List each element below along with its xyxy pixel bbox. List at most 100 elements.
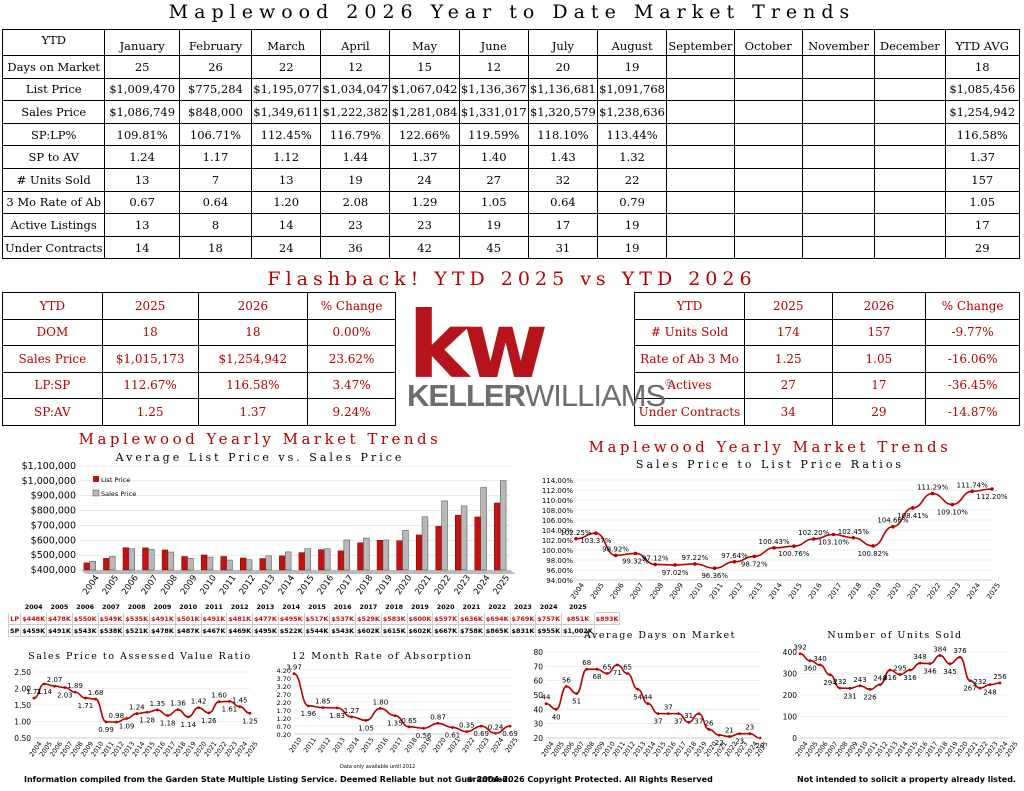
list-price-bar xyxy=(200,554,208,571)
data-point xyxy=(868,688,872,691)
data-point xyxy=(465,730,469,733)
data-label: 0.35 xyxy=(459,722,475,730)
data-label: 97.02% xyxy=(662,569,689,577)
list-price-bar xyxy=(240,557,247,571)
list-price-bar xyxy=(435,526,442,571)
month-value xyxy=(666,167,735,192)
bar-xtick: 2015 xyxy=(296,573,317,596)
data-point xyxy=(321,706,325,709)
line-ytick: 300 xyxy=(783,670,798,679)
bar-xtick: 2010 xyxy=(198,573,219,596)
lpsp-sp-value: $459K xyxy=(20,624,48,637)
series-line xyxy=(33,683,251,723)
month-value xyxy=(801,122,876,147)
data-label: 1.83 xyxy=(329,712,345,720)
lpsp-year: 2019 xyxy=(406,600,434,613)
cmp-header: % Change xyxy=(307,292,396,320)
data-label: 22 xyxy=(715,739,724,747)
line-xtick: 2025 xyxy=(504,736,520,754)
row-label: SP:LP% xyxy=(1,122,106,147)
month-value xyxy=(666,55,735,79)
bar-xtick: 2019 xyxy=(374,573,395,596)
month-value: 118.10% xyxy=(527,122,599,147)
lpsp-lp-label: LP xyxy=(7,612,22,625)
month-value: 42 xyxy=(389,235,460,260)
month-value xyxy=(733,122,803,147)
line-ytick: 0.70 xyxy=(277,723,291,731)
cmp-header: 2026 xyxy=(197,292,309,320)
month-value: 1.37 xyxy=(389,145,460,169)
line-xtick: 2009 xyxy=(668,582,685,601)
data-point xyxy=(910,506,915,510)
lpsp-lp-value: $893K xyxy=(593,612,621,625)
sales-price-bar xyxy=(382,539,390,571)
line-xtick: 2012 xyxy=(316,736,332,754)
data-point xyxy=(811,537,816,541)
data-point xyxy=(772,546,776,550)
row-label: SP to AV xyxy=(1,145,106,169)
sales-price-bar xyxy=(480,487,487,571)
month-value: 22 xyxy=(251,55,322,79)
data-label: 97.12% xyxy=(642,554,669,562)
data-label: 37 xyxy=(664,704,673,712)
data-point xyxy=(84,696,87,700)
month-value xyxy=(733,190,803,215)
yearly-title-right: Maplewood Yearly Market Trends xyxy=(588,438,952,456)
data-point xyxy=(63,686,67,689)
month-value xyxy=(666,122,735,147)
sales-price-bar xyxy=(167,551,175,571)
list-price-bar xyxy=(259,558,266,571)
data-label: 0.98 xyxy=(108,712,124,720)
data-label: 1.24 xyxy=(129,704,145,712)
data-point xyxy=(888,668,892,672)
cmp-value: 1.25 xyxy=(743,345,833,373)
month-header: June xyxy=(458,29,529,56)
line-ytick: 0.20 xyxy=(277,731,291,739)
line-ytick: 100 xyxy=(783,713,798,722)
month-value xyxy=(874,145,946,169)
ytd-avg-value: $1,085,456 xyxy=(944,77,1020,102)
data-point xyxy=(687,720,691,724)
cmp-row: Actives 27 17 -36.45% xyxy=(634,371,1020,399)
month-value: $1,009,470 xyxy=(104,77,180,102)
lpsp-sp-value: $543K xyxy=(329,624,357,637)
lpsp-sp-value: $522K xyxy=(277,624,305,637)
ytd-avg-value: 157 xyxy=(944,167,1020,192)
bar-xtick: 2008 xyxy=(159,573,180,596)
bar-xtick: 2013 xyxy=(257,573,278,596)
month-value: 31 xyxy=(527,235,599,260)
list-price-bar xyxy=(103,558,110,571)
lpsp-sp-value: $602K xyxy=(406,624,434,637)
lpsp-lp-row: LP $448K $478K $550K $549K $535K $491K $501K $49… xyxy=(7,612,621,625)
data-point xyxy=(808,659,812,662)
line-xtick: 2019 xyxy=(866,582,883,601)
line-xtick: 2016 xyxy=(374,736,390,754)
month-value: 113.44% xyxy=(596,122,668,147)
data-point xyxy=(798,652,802,656)
line-ytick: 102.00% xyxy=(542,537,573,545)
list-price-bar xyxy=(474,516,481,571)
data-point xyxy=(585,667,589,671)
data-point xyxy=(838,686,842,690)
data-label: 1.05 xyxy=(358,724,374,732)
bar-xtick: 2020 xyxy=(394,573,415,596)
data-label: 0.24 xyxy=(488,723,504,731)
month-value: $1,320,579 xyxy=(527,100,599,124)
data-point xyxy=(114,720,118,724)
list-price-bar xyxy=(181,556,188,571)
month-header: October xyxy=(733,29,803,56)
month-value: 19 xyxy=(320,167,391,192)
month-value: $1,281,084 xyxy=(389,100,460,124)
cmp-value: 112.67% xyxy=(101,371,199,399)
data-point xyxy=(898,673,902,676)
sales-price-bar xyxy=(206,556,214,571)
data-label: 1.27 xyxy=(344,707,360,715)
monthly-table: YTD January February March April May June July A… xyxy=(1,29,1020,260)
data-label: 1.26 xyxy=(201,717,217,725)
line-xtick: 2025 xyxy=(985,582,1002,601)
data-label: 68 xyxy=(592,673,601,681)
lpsp-lp-value: $477K xyxy=(252,612,279,625)
units-chart: 0100200300400392360340294232231243226248… xyxy=(783,644,1020,758)
data-label: 3.97 xyxy=(286,664,302,672)
month-value: 1.24 xyxy=(104,145,180,169)
